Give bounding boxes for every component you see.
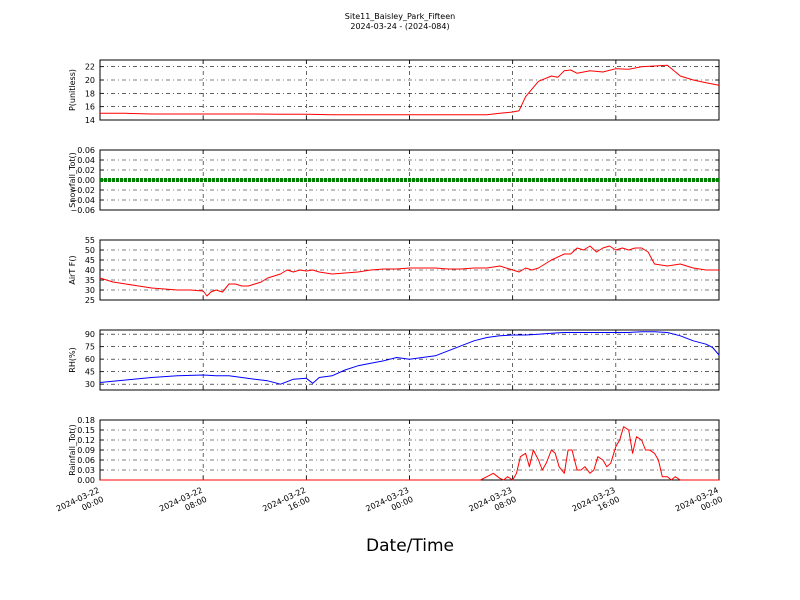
y-axis-label: RH(%)	[68, 347, 77, 372]
series-line	[100, 64, 720, 116]
y-tick-label: 40	[85, 266, 95, 275]
y-tick-label: 0.12	[77, 436, 95, 445]
y-tick-label: 0.15	[77, 426, 95, 435]
y-tick-label: 0.09	[77, 446, 95, 455]
y-tick-label: 50	[85, 246, 95, 255]
y-tick-label: −0.02	[70, 186, 95, 195]
panels-group: 1416182022P(unitless)−0.06−0.04−0.020.00…	[68, 59, 720, 485]
y-tick-label: 60	[85, 355, 95, 364]
panel-0: 14 16 18 20 22 P(unitless)	[68, 59, 720, 125]
y-tick-label: 14	[85, 116, 95, 125]
y-axis-label: AirT F()	[68, 255, 77, 284]
y-tick-label: 20	[85, 76, 95, 85]
series-line	[99, 245, 719, 297]
y-tick-label: −0.06	[70, 206, 95, 215]
y-tick-label: 25	[85, 296, 95, 305]
y-tick-label: 18	[85, 89, 95, 98]
chart-subtitle: 2024-03-24 - (2024-084)	[350, 22, 449, 31]
y-tick-label: 0.00	[77, 176, 95, 185]
y-tick-label: 0.18	[77, 416, 95, 425]
y-tick-label: 0.00	[77, 476, 95, 485]
chart-title: Site11_Baisley_Park_Fifteen	[345, 12, 455, 21]
y-tick-label: 30	[85, 380, 95, 389]
x-axis-label: Date/Time	[366, 536, 454, 556]
y-tick-label: 75	[85, 343, 95, 352]
y-tick-label: 0.06	[77, 456, 95, 465]
y-tick-label: 45	[85, 368, 95, 377]
y-tick-label: 35	[85, 276, 95, 285]
y-tick-label: 0.04	[77, 156, 95, 165]
y-tick-label: 55	[85, 236, 95, 245]
y-tick-label: 0.02	[77, 166, 95, 175]
panel-3: 30 45 60 75 90 RH(%)	[68, 329, 720, 391]
series-line	[100, 426, 719, 481]
y-tick-label: 0.03	[77, 466, 95, 475]
y-axis-label: Rainfall_Tot()	[68, 424, 77, 476]
y-tick-label: 0.06	[77, 146, 95, 155]
y-axis-label: Snowfall_Tot()	[68, 152, 77, 208]
y-tick-label: 90	[85, 330, 95, 339]
y-axis-label: P(unitless)	[68, 69, 77, 111]
y-tick-label: 16	[85, 103, 95, 112]
series-line	[99, 331, 720, 385]
y-tick-label: 22	[85, 63, 95, 72]
y-tick-label: −0.04	[70, 196, 95, 205]
panel-1: −0.06−0.04−0.020.000.020.040.06Snowfall_…	[68, 146, 720, 215]
panel-4: 0.000.030.060.090.120.150.18Rainfall_Tot…	[68, 416, 720, 485]
y-tick-label: 30	[85, 286, 95, 295]
y-tick-label: 45	[85, 256, 95, 265]
